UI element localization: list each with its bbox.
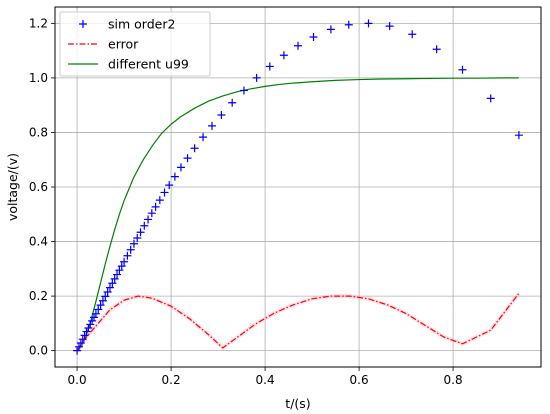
- data-point: [98, 296, 107, 305]
- data-point: [101, 292, 110, 301]
- data-point: [151, 202, 160, 211]
- series-line: [76, 292, 520, 351]
- data-point: [140, 221, 149, 230]
- data-point: [96, 301, 105, 310]
- legend-entry: sim order2: [79, 17, 175, 32]
- data-point: [103, 288, 112, 296]
- data-point: [486, 94, 495, 103]
- axis-ticks: 0.0 0.2 0.4 0.6 0.8 0.0 0.2 0.4 0.6 0.8 1.0 1.2: [29, 16, 463, 387]
- data-point: [90, 313, 99, 322]
- data-point: [129, 239, 138, 248]
- data-point: [110, 274, 119, 283]
- legend-entry: error: [68, 37, 139, 52]
- data-point: [309, 33, 318, 41]
- data-point: [115, 266, 124, 275]
- data-point: [120, 257, 129, 266]
- legend-label: error: [108, 37, 139, 52]
- data-point: [344, 20, 353, 29]
- x-tick-label: 0.8: [444, 373, 463, 387]
- data-point: [265, 62, 274, 71]
- data-point: [84, 324, 93, 332]
- legend-box: [59, 11, 211, 77]
- data-point: [170, 172, 179, 181]
- data-point: [144, 215, 153, 224]
- legend-marker: [79, 20, 87, 28]
- data-point: [80, 331, 89, 340]
- series-different-u99: [76, 77, 519, 352]
- x-axis-label: t/(s): [285, 396, 310, 411]
- data-point: [514, 131, 523, 140]
- y-tick-label: 1.2: [29, 16, 48, 30]
- legend-label: different u99: [108, 57, 189, 72]
- data-point: [458, 65, 467, 74]
- y-tick-label: 1.0: [29, 71, 48, 85]
- data-point: [176, 163, 185, 172]
- data-point: [108, 279, 117, 288]
- y-tick-label: 0.8: [29, 125, 48, 139]
- data-point: [147, 209, 156, 218]
- data-point: [88, 316, 97, 325]
- legend: sim order2 error different u99: [59, 11, 211, 77]
- legend-entry: different u99: [68, 57, 189, 72]
- data-point: [123, 251, 132, 260]
- data-point: [326, 25, 335, 34]
- data-point: [76, 339, 85, 347]
- y-tick-label: 0.6: [29, 180, 48, 194]
- data-point: [432, 45, 441, 54]
- data-point: [133, 234, 142, 242]
- y-tick-label: 0.2: [29, 289, 48, 303]
- data-point: [294, 41, 302, 50]
- data-point: [113, 270, 122, 279]
- x-tick-label: 0.0: [68, 373, 87, 387]
- data-point: [165, 181, 174, 190]
- plot-series: [73, 19, 523, 355]
- series-line: [76, 77, 519, 352]
- data-point: [408, 30, 417, 39]
- data-point: [252, 73, 261, 82]
- data-point: [199, 133, 208, 142]
- data-point: [364, 19, 373, 28]
- data-point: [73, 346, 82, 355]
- legend-entries: sim order2 error different u99: [68, 17, 189, 72]
- data-point: [190, 144, 199, 153]
- data-point: [126, 245, 135, 254]
- data-point: [155, 196, 164, 205]
- data-point: [160, 188, 169, 197]
- data-point: [91, 309, 100, 318]
- y-axis-label: voltage/(v): [5, 153, 20, 221]
- y-tick-label: 0.0: [29, 344, 48, 358]
- data-point: [86, 320, 95, 329]
- data-point: [217, 111, 226, 119]
- data-point: [207, 121, 216, 130]
- data-point: [94, 305, 103, 314]
- data-point: [279, 51, 288, 60]
- data-point: [385, 22, 394, 31]
- x-tick-label: 0.6: [350, 373, 369, 387]
- data-point: [78, 335, 87, 344]
- data-point: [74, 342, 83, 351]
- legend-label: sim order2: [108, 17, 175, 32]
- data-point: [239, 86, 248, 95]
- series-error: [75, 292, 521, 352]
- x-tick-label: 0.4: [256, 373, 275, 387]
- error-line-halo: [75, 292, 521, 352]
- data-point: [105, 283, 114, 292]
- data-point: [117, 262, 126, 271]
- y-tick-label: 0.4: [29, 235, 48, 249]
- series-sim-order2: [73, 19, 523, 355]
- x-tick-label: 0.2: [162, 373, 181, 387]
- data-point: [136, 228, 145, 237]
- data-point: [183, 154, 192, 163]
- data-point: [82, 327, 91, 336]
- data-point: [228, 98, 237, 107]
